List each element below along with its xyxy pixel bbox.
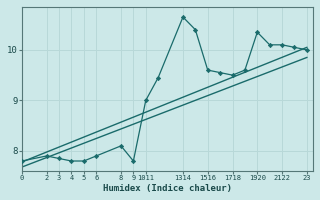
X-axis label: Humidex (Indice chaleur): Humidex (Indice chaleur) [103, 184, 232, 193]
